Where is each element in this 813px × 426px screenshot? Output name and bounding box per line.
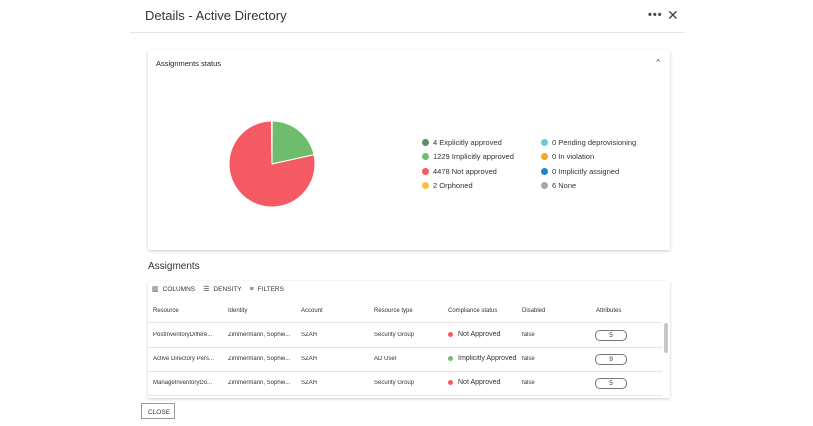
legend-item-2: 4478 Not approved bbox=[422, 164, 514, 179]
columns-label: COLUMNS bbox=[162, 285, 196, 293]
legend-right: 0 Pending deprovisioning 0 In violation 0 … bbox=[541, 135, 636, 193]
legend-label: 4478 Not approved bbox=[433, 166, 497, 176]
row-3-resource-type: Security Group bbox=[374, 380, 415, 386]
status-dot bbox=[448, 380, 453, 385]
legend-label: 0 Pending deprovisioning bbox=[552, 137, 637, 147]
row-1-resource-type: Security Group bbox=[374, 332, 415, 338]
density-label: DENSITY bbox=[213, 285, 242, 293]
row-1-compliance-status: Not Approved bbox=[448, 331, 521, 338]
row-2-resource: Active Directory Pers... bbox=[153, 356, 215, 362]
legend-dot bbox=[541, 138, 548, 146]
filters-button[interactable]: ≡ FILTERS bbox=[250, 285, 284, 293]
legend-dot bbox=[422, 182, 429, 190]
legend-dot bbox=[422, 153, 429, 161]
column-header-attributes[interactable]: Attributes bbox=[596, 308, 622, 314]
row-3-compliance-status: Not Approved bbox=[448, 379, 521, 386]
status-dot bbox=[448, 332, 453, 337]
row-3-resource: ManageInventoryDo... bbox=[153, 380, 213, 386]
status-pie-chart bbox=[228, 120, 316, 208]
row-1-account: SZAH bbox=[301, 332, 318, 338]
row-1-disabled: false bbox=[522, 332, 535, 338]
legend-item-0: 4 Explicitly approved bbox=[422, 135, 514, 150]
density-button[interactable]: ☰ DENSITY bbox=[203, 285, 242, 294]
legend-item-6: 0 Implicitly assigned bbox=[541, 164, 636, 179]
row-2-account: SZAH bbox=[301, 356, 318, 362]
legend-item-1: 1229 Implicitly approved bbox=[422, 150, 514, 165]
grid-scrollbar[interactable] bbox=[664, 323, 668, 353]
row-2-attributes-button[interactable]: 9 bbox=[595, 354, 627, 365]
columns-icon: ▥ bbox=[152, 286, 159, 293]
row-3-account: SZAH bbox=[301, 380, 318, 386]
pie-slice-2 bbox=[228, 120, 316, 208]
row-divider bbox=[148, 347, 662, 348]
row-2-status-label: Implicitly Approved bbox=[458, 355, 517, 362]
row-2-identity: Zimmermann, Sophie... bbox=[228, 356, 291, 362]
legend-dot bbox=[422, 138, 429, 146]
more-options-icon[interactable]: ••• bbox=[648, 9, 663, 21]
legend-label: 1229 Implicitly approved bbox=[433, 152, 514, 162]
column-header-account[interactable]: Account bbox=[301, 308, 323, 314]
legend-label: 2 Orphoned bbox=[433, 181, 473, 191]
row-divider bbox=[148, 371, 662, 372]
columns-button[interactable]: ▥ COLUMNS bbox=[152, 285, 196, 294]
assignments-status-card: Assignments status ^ 4 Explicitly approv… bbox=[148, 50, 670, 250]
row-1-resource: PostInventoryDiffere... bbox=[153, 332, 213, 338]
column-header-identity[interactable]: Identity bbox=[228, 308, 248, 314]
legend-dot bbox=[541, 153, 548, 161]
column-header-resource-type[interactable]: Resource type bbox=[374, 308, 413, 314]
legend-dot bbox=[541, 167, 548, 175]
row-1-status-label: Not Approved bbox=[458, 331, 501, 338]
row-1-attributes-button[interactable]: 5 bbox=[595, 330, 627, 341]
close-button[interactable]: CLOSE bbox=[141, 403, 175, 419]
card-title: Assignments status bbox=[156, 59, 222, 68]
title-divider bbox=[130, 32, 685, 33]
row-1-identity: Zimmermann, Sophie... bbox=[228, 332, 291, 338]
column-header-resource[interactable]: Resource bbox=[153, 308, 179, 314]
status-dot bbox=[448, 356, 453, 361]
assignments-title: Assigments bbox=[148, 261, 200, 272]
pie-slice-1 bbox=[271, 120, 315, 165]
grid-toolbar: ▥ COLUMNS ☰ DENSITY ≡ FILTERS bbox=[152, 285, 292, 294]
legend-label: 4 Explicitly approved bbox=[433, 137, 502, 147]
legend-label: 0 Implicitly assigned bbox=[552, 166, 620, 176]
row-3-identity: Zimmermann, Sophie... bbox=[228, 380, 291, 386]
header-divider bbox=[148, 322, 662, 323]
legend-item-7: 6 None bbox=[541, 179, 636, 194]
row-divider bbox=[148, 395, 662, 396]
row-3-attributes-button[interactable]: 5 bbox=[595, 378, 627, 389]
row-2-resource-type: AD User bbox=[374, 356, 397, 362]
legend-item-5: 0 In violation bbox=[541, 150, 636, 165]
density-icon: ☰ bbox=[203, 286, 210, 293]
chevron-up-icon[interactable]: ^ bbox=[656, 58, 660, 67]
dialog-title: Details - Active Directory bbox=[145, 8, 287, 23]
column-header-disabled[interactable]: Disabled bbox=[522, 308, 546, 314]
legend-label: 0 In violation bbox=[552, 152, 595, 162]
column-header-compliance-status[interactable]: Compliance status bbox=[448, 308, 498, 314]
row-3-disabled: false bbox=[522, 380, 535, 386]
legend-item-3: 2 Orphoned bbox=[422, 179, 514, 194]
row-2-compliance-status: Implicitly Approved bbox=[448, 355, 521, 362]
filter-icon: ≡ bbox=[249, 285, 254, 293]
legend-label: 6 None bbox=[552, 181, 577, 191]
row-3-status-label: Not Approved bbox=[458, 379, 501, 386]
legend-dot bbox=[422, 167, 429, 175]
filters-label: FILTERS bbox=[257, 285, 284, 293]
legend-left: 4 Explicitly approved 1229 Implicitly app… bbox=[422, 135, 514, 193]
legend-item-4: 0 Pending deprovisioning bbox=[541, 135, 636, 150]
close-icon[interactable]: ✕ bbox=[667, 7, 679, 23]
row-2-disabled: false bbox=[522, 356, 535, 362]
legend-dot bbox=[541, 182, 548, 190]
assignments-grid: ▥ COLUMNS ☰ DENSITY ≡ FILTERS Resource I… bbox=[148, 281, 670, 398]
